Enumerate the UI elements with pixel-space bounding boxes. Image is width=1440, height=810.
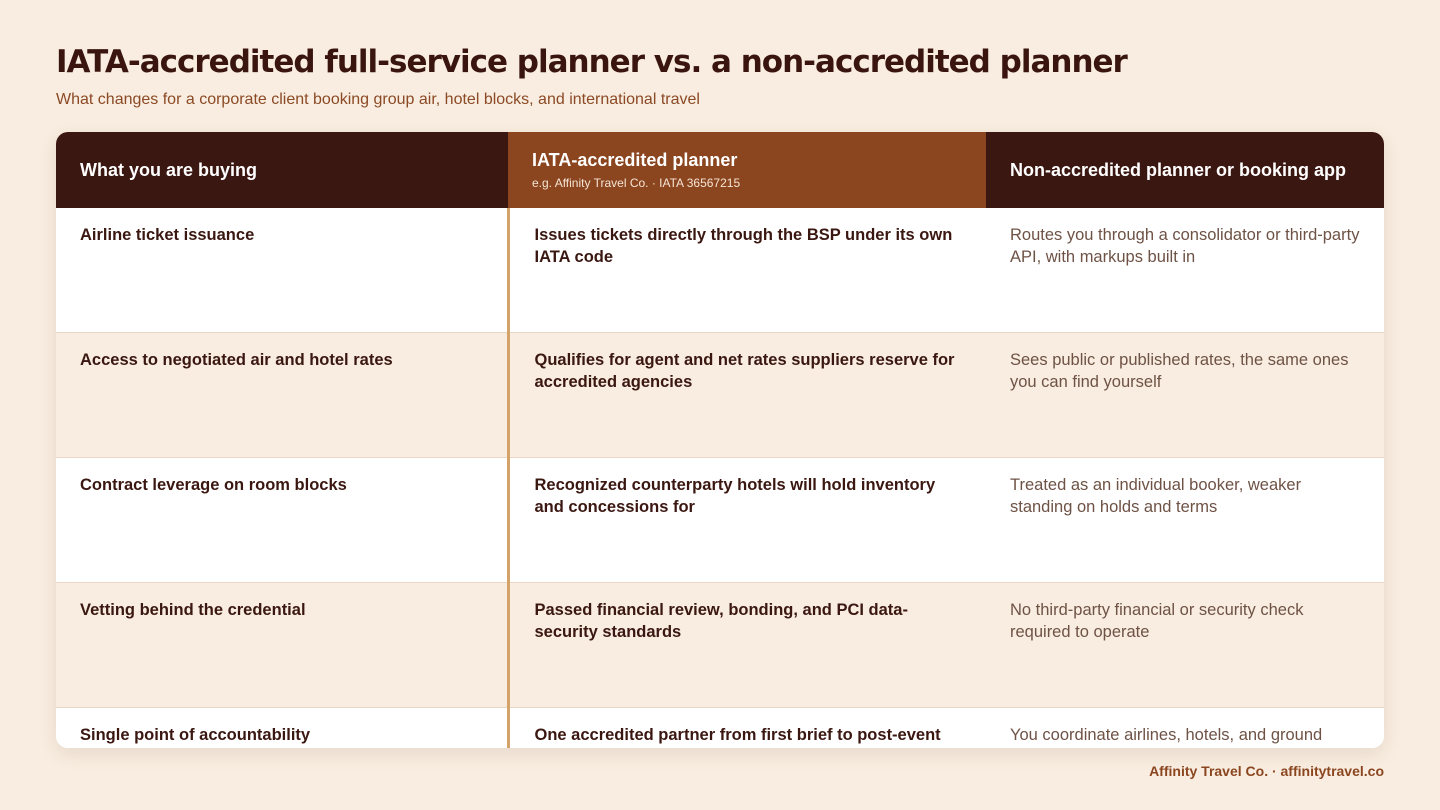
- accredited-cell: Passed financial review, bonding, and PC…: [506, 582, 986, 708]
- table-header-row: What you are buying IATA-accredited plan…: [56, 132, 1384, 208]
- accredited-cell: Issues tickets directly through the BSP …: [506, 208, 986, 333]
- table-row: Airline ticket issuance Issues tickets d…: [56, 208, 1384, 333]
- page-subtitle: What changes for a corporate client book…: [56, 91, 700, 108]
- non-accredited-cell: Routes you through a consolidator or thi…: [986, 208, 1384, 333]
- non-accredited-cell: Sees public or published rates, the same…: [986, 332, 1384, 458]
- table-row: Vetting behind the credential Passed fin…: [56, 582, 1384, 708]
- footer-credit: Affinity Travel Co. · affinitytravel.co: [1149, 763, 1384, 779]
- accredited-cell: One accredited partner from first brief …: [506, 707, 986, 748]
- row-label: Single point of accountability: [56, 707, 508, 748]
- table-row: Access to negotiated air and hotel rates…: [56, 332, 1384, 458]
- row-label: Airline ticket issuance: [56, 208, 508, 333]
- non-accredited-cell: Treated as an individual booker, weaker …: [986, 457, 1384, 583]
- non-accredited-cell: No third-party financial or security che…: [986, 582, 1384, 708]
- row-label: Vetting behind the credential: [56, 582, 508, 708]
- column-header-non-accredited: Non-accredited planner or booking app: [986, 132, 1384, 208]
- row-label: Access to negotiated air and hotel rates: [56, 332, 508, 458]
- table-row: Single point of accountability One accre…: [56, 707, 1384, 748]
- column-header-buying: What you are buying: [56, 132, 508, 208]
- column-header-accredited: IATA-accredited planner e.g. Affinity Tr…: [508, 132, 986, 208]
- row-label: Contract leverage on room blocks: [56, 457, 508, 583]
- page-title: IATA-accredited full-service planner vs.…: [56, 44, 1128, 80]
- non-accredited-cell: You coordinate airlines, hotels, and gro…: [986, 707, 1384, 748]
- comparison-table: What you are buying IATA-accredited plan…: [56, 132, 1384, 748]
- accredited-cell: Recognized counterparty hotels will hold…: [506, 457, 986, 583]
- column-header-accredited-note: e.g. Affinity Travel Co. · IATA 36567215: [532, 176, 741, 190]
- accredited-cell: Qualifies for agent and net rates suppli…: [506, 332, 986, 458]
- column-header-accredited-label: IATA-accredited planner: [532, 150, 738, 170]
- table-row: Contract leverage on room blocks Recogni…: [56, 457, 1384, 583]
